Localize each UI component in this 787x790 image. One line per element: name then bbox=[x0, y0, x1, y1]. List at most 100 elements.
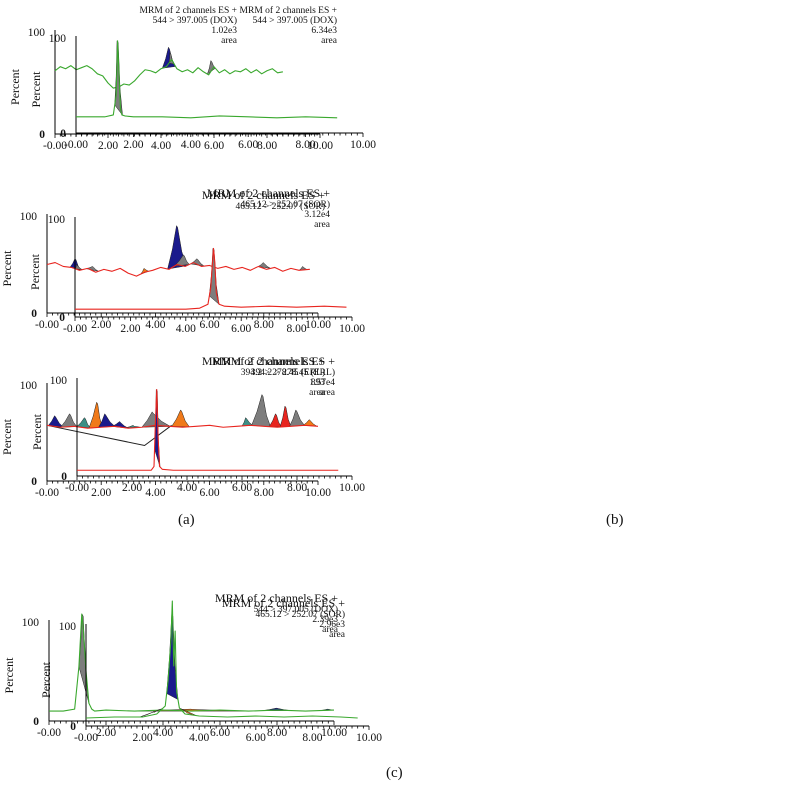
header-line-2: 1.57e4 bbox=[309, 378, 335, 388]
header-line-3: area bbox=[319, 388, 336, 398]
y-axis-label: Percent bbox=[2, 657, 16, 694]
x-tick-label: 8.00 bbox=[254, 319, 274, 331]
x-tick-label: 8.00 bbox=[257, 140, 277, 152]
header-line-1: 544 > 397.005 (DOX) bbox=[152, 15, 237, 26]
y-tick-label-100: 100 bbox=[20, 380, 38, 392]
header-line-0: MRM of 2 channels ES + bbox=[212, 354, 335, 368]
x-tick-label: 10.00 bbox=[339, 482, 365, 494]
x-tick-label: -0.00 bbox=[74, 732, 98, 744]
chart-b-dox: MRM of 2 channels ES +544 > 397.005 (DOX… bbox=[29, 5, 376, 151]
chromatogram-a-erl: MRM of 2 channels ES +394.2 > 278.45 (ER… bbox=[0, 350, 390, 510]
header-line-2: 2.39e3 bbox=[312, 615, 338, 625]
x-tick-label: 4.00 bbox=[151, 140, 171, 152]
integrated-peak-0 bbox=[161, 46, 176, 69]
header-line-3: area bbox=[309, 388, 326, 398]
x-tick-label: 8.00 bbox=[296, 139, 316, 151]
chart-a-sor: MRM of 2 channels ES +465.12 > 252.07 (S… bbox=[0, 188, 331, 331]
header-line-1: 544 > 397.005 (DOX) bbox=[253, 604, 338, 615]
figure-label-a: (a) bbox=[178, 512, 195, 528]
chart-c-dox: MRM of 2 channels ES +544 > 397.005 (DOX… bbox=[2, 591, 347, 739]
chromatogram-trace bbox=[54, 58, 284, 89]
x-tick-label: 10.00 bbox=[356, 732, 382, 744]
x-tick-label: 6.00 bbox=[200, 319, 220, 331]
x-tick-label: 6.00 bbox=[210, 727, 230, 739]
chart-c-sor: MRM of 2 channels ES +465.12 > 252.07 (S… bbox=[39, 596, 382, 744]
header-line-1: 544 > 397.005 (DOX) bbox=[252, 15, 337, 26]
x-tick-label: 4.00 bbox=[181, 139, 201, 151]
x-tick-label: -0.00 bbox=[35, 319, 59, 331]
header-line-1: 465.12 > 252.07 (SOR) bbox=[255, 609, 345, 620]
x-tick-label: 10.00 bbox=[305, 487, 331, 499]
chromatogram-trace bbox=[76, 40, 338, 119]
figure-label-b: (b) bbox=[606, 512, 624, 528]
header-line-2: 893 bbox=[311, 378, 326, 388]
x-tick-label: 2.00 bbox=[91, 319, 111, 331]
x-tick-label: 6.00 bbox=[232, 482, 252, 494]
x-tick-label: 10.00 bbox=[321, 727, 347, 739]
header-line-3: area bbox=[322, 625, 339, 635]
y-tick-label-0: 0 bbox=[31, 476, 37, 488]
header-line-1: 465.12 > 252.07 (SOR) bbox=[235, 201, 325, 212]
header-line-2: 3.12e4 bbox=[304, 210, 330, 220]
x-tick-label: -0.00 bbox=[63, 323, 87, 335]
y-axis-label: Percent bbox=[0, 418, 14, 455]
chromatogram-a-sor: MRM of 2 channels ES +465.12 > 252.07 (S… bbox=[0, 182, 390, 342]
x-tick-label: 8.00 bbox=[287, 323, 307, 335]
chromatogram-a-dox: MRM of 2 channels ES +544 > 397.005 (DOX… bbox=[0, 0, 390, 160]
x-tick-label: 2.00 bbox=[120, 323, 140, 335]
integrated-peak-8 bbox=[171, 409, 190, 428]
chromatogram-b-dox: MRM of 2 channels ES +544 > 397.005 (DOX… bbox=[29, 0, 787, 160]
x-tick-label: 6.00 bbox=[204, 140, 224, 152]
x-tick-label: 4.00 bbox=[189, 732, 209, 744]
chromatogram-b-sor: MRM of 2 channels ES +465.12 > 252.07 (S… bbox=[28, 182, 787, 342]
chromatogram-c-dox: MRM of 2 channels ES +544 > 397.005 (DOX… bbox=[0, 588, 390, 753]
integration-baseline bbox=[46, 424, 172, 447]
x-tick-label: 4.00 bbox=[145, 487, 165, 499]
y-tick-label-100: 100 bbox=[48, 214, 66, 226]
chromatogram-trace bbox=[49, 613, 335, 712]
header-line-2: 1.02e3 bbox=[211, 26, 237, 36]
x-tick-label: 2.00 bbox=[91, 487, 111, 499]
x-tick-label: 10.00 bbox=[305, 319, 331, 331]
x-tick-label: 6.00 bbox=[231, 323, 251, 335]
x-tick-label: 8.00 bbox=[302, 732, 322, 744]
x-tick-label: -0.00 bbox=[37, 727, 61, 739]
x-tick-label: 10.00 bbox=[339, 323, 365, 335]
x-tick-label: 10.00 bbox=[307, 140, 333, 152]
figure-label-c: (c) bbox=[386, 765, 403, 781]
header-line-3: area bbox=[314, 220, 331, 230]
y-tick-label-0: 0 bbox=[33, 716, 39, 728]
integrated-peak-9 bbox=[241, 417, 254, 427]
x-tick-label: 4.00 bbox=[145, 319, 165, 331]
y-axis-label: Percent bbox=[30, 413, 44, 450]
header-line-0: MRM of 2 channels ES + bbox=[140, 5, 237, 16]
header-line-0: MRM of 2 channels ES + bbox=[222, 596, 345, 610]
x-tick-label: -0.00 bbox=[43, 140, 67, 152]
header-line-0: MRM of 2 channels ES + bbox=[207, 186, 330, 200]
x-tick-label: -0.00 bbox=[64, 139, 88, 151]
y-tick-label-100: 100 bbox=[22, 617, 40, 629]
integrated-peak-13 bbox=[289, 409, 305, 427]
y-tick-label-0: 0 bbox=[59, 312, 65, 324]
x-tick-label: 8.00 bbox=[267, 727, 287, 739]
x-tick-label: -0.00 bbox=[65, 482, 89, 494]
x-tick-label: 6.00 bbox=[200, 487, 220, 499]
header-line-0: MRM of 2 channels ES + bbox=[202, 354, 325, 368]
x-tick-label: 2.00 bbox=[96, 727, 116, 739]
header-line-2: 2.96e3 bbox=[319, 620, 345, 630]
header-line-1: 394.2 > 278.45 (ERL) bbox=[251, 367, 335, 378]
x-tick-label: 2.00 bbox=[133, 732, 153, 744]
y-tick-label-100: 100 bbox=[20, 211, 38, 223]
header-line-3: area bbox=[321, 36, 338, 46]
y-axis-label: Percent bbox=[39, 661, 53, 698]
x-tick-label: 6.00 bbox=[246, 732, 266, 744]
y-tick-label-0: 0 bbox=[61, 471, 67, 483]
x-tick-label: 6.00 bbox=[238, 139, 258, 151]
x-tick-label: 4.00 bbox=[153, 727, 173, 739]
chart-b-erl: MRM of 2 channels ES +394.2 > 278.45 (ER… bbox=[30, 354, 365, 494]
x-tick-label: 8.00 bbox=[287, 482, 307, 494]
chromatogram-trace bbox=[46, 424, 319, 429]
integrated-peak-4 bbox=[98, 413, 116, 428]
header-line-0: MRM of 2 channels ES + bbox=[240, 5, 337, 16]
header-line-3: area bbox=[221, 36, 238, 46]
